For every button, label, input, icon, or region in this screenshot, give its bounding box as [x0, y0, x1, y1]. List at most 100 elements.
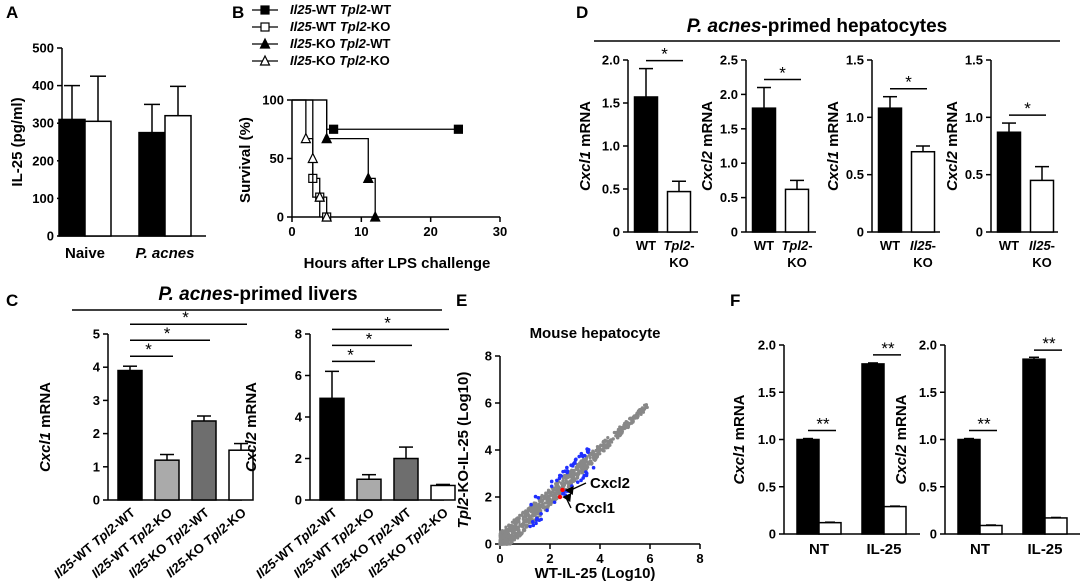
chart-d1-x-tick-dash: - [690, 238, 694, 253]
chart-d3-y-tick-label: 0.5 [846, 167, 864, 182]
chart-e-point [532, 507, 536, 511]
chart-b-y-tick-label: 50 [270, 151, 284, 166]
chart-e-point [498, 542, 502, 546]
chart-f2-x-tick-label: NT [970, 541, 990, 558]
chart-e-point-significant [534, 521, 538, 526]
chart-e-point-significant [536, 496, 541, 500]
chart-e-point-significant [574, 457, 578, 462]
chart-b-legend-il25-status: -KO [312, 36, 336, 51]
chart-b-legend-il25: Il25 [290, 53, 312, 68]
chart-e-x-tick-label: 2 [546, 551, 553, 566]
chart-e-point [632, 416, 636, 420]
chart-e-point [554, 493, 558, 498]
chart-e-point [571, 469, 575, 473]
chart-e-point [580, 471, 584, 475]
chart-e-point-significant [575, 480, 580, 484]
chart-d4-x-tick-label: Il25- [1029, 238, 1055, 253]
chart-e-point-significant [565, 469, 570, 473]
chart-e-point [619, 433, 623, 437]
chart-d1-x-tick-label-line2: KO [669, 255, 689, 270]
chart-e-point [603, 438, 607, 442]
chart-e-point [635, 415, 640, 420]
chart-f1-y-axis-suffix: mRNA [731, 394, 748, 444]
chart-e-y-axis-label: Tpl2-KO-IL-25 (Log10) [455, 372, 472, 529]
chart-d2-x-tick-label: WT [754, 238, 774, 253]
chart-e-point [609, 439, 613, 443]
chart-e-point-significant [581, 454, 585, 459]
chart-e-point [625, 424, 629, 428]
chart-c2-y-axis-label: Cxcl2 mRNA [243, 382, 260, 472]
chart-e-point-significant [531, 523, 536, 528]
chart-d2-y-tick-label: 2.5 [720, 53, 738, 68]
chart-e-point [562, 482, 566, 486]
chart-e-point [602, 443, 606, 447]
chart-e-point [581, 458, 585, 462]
chart-d3: 0 0.5 1.0 1.5 WT Il25- KO * Cxcl1 mRNA [825, 53, 940, 270]
chart-d1-bar [666, 190, 692, 233]
chart-d2-x-tick-dash: - [808, 238, 812, 253]
section-title-c-rest: -primed livers [233, 284, 358, 305]
chart-e-point [589, 451, 593, 455]
chart-e-point [608, 443, 612, 447]
chart-c1-y-axis-label: Cxcl1 mRNA [37, 382, 54, 472]
chart-f1-x-tick-label: NT [809, 541, 829, 558]
chart-f2-y-tick-label: 1.0 [919, 432, 937, 447]
chart-d3-x-tick-gene: Il25 [910, 238, 932, 253]
chart-f2-bar [1044, 517, 1068, 535]
chart-f2-bar [979, 524, 1003, 535]
chart-d2-bar [751, 107, 777, 233]
chart-f1-bar [796, 438, 820, 535]
chart-e-scatter-cloud [498, 403, 649, 546]
chart-a-x-tick-label: P. acnes [136, 245, 195, 262]
chart-e-point [506, 539, 510, 543]
chart-e-point-significant [545, 508, 549, 513]
chart-e-point [547, 489, 551, 493]
chart-c2-significance-stars: * [366, 329, 373, 348]
chart-e: 0 2 4 6 8 0 2 4 6 8 Mouse hepatocyte WT-IL-25 (Log1… [455, 325, 704, 582]
chart-e-point [589, 462, 594, 466]
chart-e-point [538, 503, 542, 507]
chart-e-point [506, 531, 510, 535]
chart-e-point [614, 434, 618, 438]
chart-b-legend-entry: Il25-WT Tpl2-KO [290, 19, 390, 34]
chart-e-point [581, 466, 585, 470]
chart-e-point [555, 497, 559, 501]
chart-e-x-tick-label: 8 [696, 551, 703, 566]
chart-e-y-tick-label: 0 [485, 537, 492, 552]
chart-e-point [620, 427, 625, 431]
chart-e-point-cxcl2 [560, 487, 565, 493]
chart-d2-x-tick-label-line2: KO [787, 255, 807, 270]
chart-d3-x-tick-label: Il25- [910, 238, 936, 253]
chart-e-x-tick-label: 4 [596, 551, 604, 566]
chart-d2-significance-stars: * [779, 64, 786, 83]
chart-e-point-significant [552, 500, 557, 505]
svg-text:P. acnes-primed livers: P. acnes-primed livers [158, 284, 357, 305]
chart-c1-significance-stars: * [145, 340, 152, 359]
chart-c1-y-axis-gene: Cxcl1 [37, 432, 54, 472]
chart-e-point [522, 529, 526, 533]
chart-d3-y-tick-label: 0 [857, 225, 864, 240]
chart-e-point-significant [569, 463, 573, 468]
chart-b-point [307, 152, 319, 164]
chart-e-x-axis-label: WT-IL-25 (Log10) [535, 565, 656, 582]
chart-e-point [502, 536, 506, 540]
chart-e-point [554, 490, 559, 494]
chart-d1-significance-stars: * [661, 45, 668, 64]
chart-e-point [585, 464, 589, 468]
chart-e-point [644, 403, 648, 407]
chart-f2-significance-stars: ** [1042, 334, 1056, 353]
chart-d2: 00.51.01.52.02.5WT Tpl2-KO*Cxcl2 mRNA [699, 53, 816, 270]
chart-c1-bar [117, 369, 143, 501]
chart-f1-x-tick-label: IL-25 [866, 541, 901, 558]
chart-f1-significance-stars: ** [816, 415, 830, 434]
chart-e-point [574, 472, 579, 476]
chart-b-point [362, 172, 374, 183]
chart-b-legend-il25-status: -KO [312, 53, 336, 68]
chart-c2-y-tick-label: 0 [295, 493, 302, 508]
chart-d3-y-axis-label: Cxcl1 mRNA [825, 101, 842, 191]
chart-e-point [529, 507, 533, 512]
chart-e-point-significant [529, 502, 533, 507]
chart-e-point [577, 471, 581, 475]
chart-b-x-tick-label: 20 [423, 224, 437, 239]
